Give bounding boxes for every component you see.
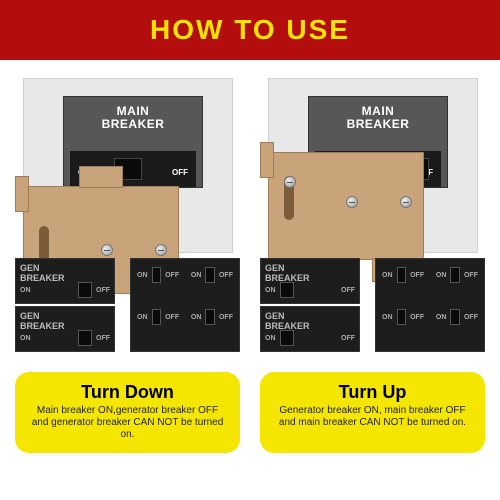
panel-row: MAIN BREAKER ON OFF GENBREAKER ON — [0, 60, 500, 378]
gen-breaker: GENBREAKER ON OFF — [15, 258, 115, 304]
gen-switch — [78, 330, 92, 346]
caption-title: Turn Down — [29, 382, 226, 403]
main-breaker-label: MAIN BREAKER — [309, 97, 447, 131]
caption-title: Turn Up — [274, 382, 471, 403]
caption-desc: Main breaker ON,generator breaker OFF an… — [29, 405, 226, 441]
gen-breaker-stack: GENBREAKER ON OFF GENBREAKER ON OFF — [15, 258, 115, 354]
caption-desc: Generator breaker ON, main breaker OFF a… — [274, 405, 471, 429]
interlock-plate-tab — [260, 142, 274, 178]
gen-breaker-stack: GENBREAKER ON OFF GENBREAKER ON OFF — [260, 258, 360, 354]
header-title: HOW TO USE — [150, 14, 350, 46]
main-breaker-label: MAIN BREAKER — [64, 97, 202, 131]
panel-turn-down: MAIN BREAKER ON OFF GENBREAKER ON — [15, 78, 240, 378]
aux-breaker-block: ONOFF ONOFF ONOFF ONOFF — [375, 258, 485, 352]
gen-breaker: GENBREAKER ON OFF — [15, 306, 115, 352]
caption-turn-down: Turn Down Main breaker ON,generator brea… — [15, 372, 240, 453]
off-label: OFF — [172, 168, 188, 177]
screw-icon — [346, 196, 358, 208]
gen-breaker: GENBREAKER ON OFF — [260, 306, 360, 352]
gen-switch — [280, 282, 294, 298]
screw-icon — [284, 176, 296, 188]
aux-breaker-block: ONOFF ONOFF ONOFF ONOFF — [130, 258, 240, 352]
screw-icon — [101, 244, 113, 256]
panel-turn-up: MAIN BREAKER ON OFF GENBREAKER ON — [260, 78, 485, 378]
caption-row: Turn Down Main breaker ON,generator brea… — [0, 372, 500, 453]
interlock-plate-tab — [15, 176, 29, 212]
gen-switch — [280, 330, 294, 346]
gen-switch — [78, 282, 92, 298]
caption-turn-up: Turn Up Generator breaker ON, main break… — [260, 372, 485, 453]
gen-breaker: GENBREAKER ON OFF — [260, 258, 360, 304]
interlock-plate-notch — [79, 166, 123, 188]
screw-icon — [400, 196, 412, 208]
screw-icon — [155, 244, 167, 256]
header-banner: HOW TO USE — [0, 0, 500, 60]
